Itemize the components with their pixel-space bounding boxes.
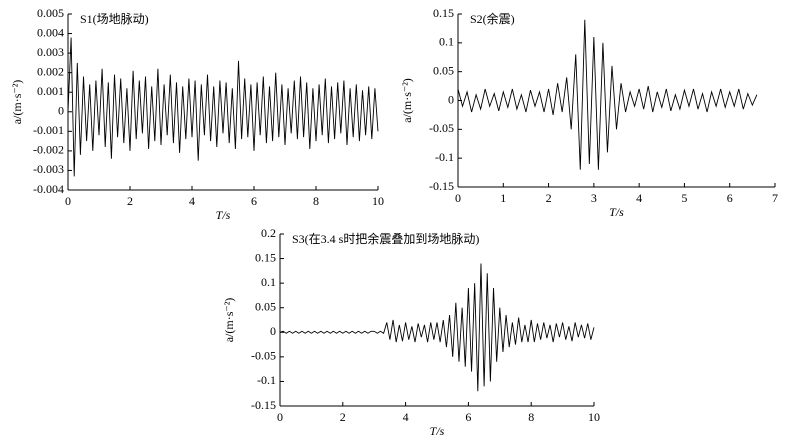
y-axis-label: a/(m·s⁻²) <box>10 80 24 125</box>
y-tick-label: -0.003 <box>33 162 64 176</box>
x-tick-label: 6 <box>465 410 471 424</box>
y-tick-label: 0 <box>58 104 64 118</box>
x-tick-label: 10 <box>588 410 600 424</box>
x-tick-label: 6 <box>727 191 733 205</box>
x-tick-label: 6 <box>251 194 257 208</box>
x-tick-label: 8 <box>528 410 534 424</box>
y-tick-label: -0.15 <box>429 179 454 193</box>
y-tick-label: -0.1 <box>257 373 276 387</box>
x-tick-label: 3 <box>591 191 597 205</box>
y-tick-label: -0.001 <box>33 123 64 137</box>
y-tick-label: 0.1 <box>261 275 276 289</box>
y-tick-label: -0.004 <box>33 182 64 196</box>
x-tick-label: 7 <box>772 191 778 205</box>
y-tick-label: 0.05 <box>255 299 276 313</box>
y-tick-label: -0.05 <box>429 121 454 135</box>
y-tick-label: 0.15 <box>433 6 454 20</box>
x-tick-label: 5 <box>681 191 687 205</box>
signal-line <box>457 19 758 170</box>
x-tick-label: 0 <box>455 191 461 205</box>
x-tick-label: 10 <box>372 194 384 208</box>
signal-line <box>279 263 595 392</box>
x-tick-label: 2 <box>546 191 552 205</box>
y-axis-label: a/(m·s⁻²) <box>222 298 236 343</box>
chart-title: S2(余震) <box>470 11 515 26</box>
x-tick-label: 0 <box>277 410 283 424</box>
y-tick-label: -0.1 <box>435 150 454 164</box>
chart-title: S1(场地脉动) <box>80 11 149 26</box>
signal-line <box>67 37 379 177</box>
y-tick-label: 0.002 <box>37 64 64 78</box>
y-tick-label: -0.002 <box>33 143 64 157</box>
y-tick-label: 0.005 <box>37 6 64 20</box>
y-tick-label: 0.1 <box>439 35 454 49</box>
x-tick-label: 2 <box>127 194 133 208</box>
x-tick-label: 4 <box>189 194 195 208</box>
y-tick-label: 0.004 <box>37 25 64 39</box>
x-tick-label: 1 <box>500 191 506 205</box>
x-axis-label: T/s <box>216 208 231 222</box>
x-tick-label: 0 <box>65 194 71 208</box>
y-tick-label: -0.15 <box>251 398 276 412</box>
y-tick-label: 0.003 <box>37 45 64 59</box>
y-tick-label: -0.05 <box>251 349 276 363</box>
y-tick-label: 0.2 <box>261 226 276 240</box>
y-tick-label: 0.15 <box>255 250 276 264</box>
y-tick-label: 0 <box>448 92 454 106</box>
y-tick-label: 0 <box>270 324 276 338</box>
y-tick-label: 0.001 <box>37 84 64 98</box>
x-axis-label: T/s <box>609 205 624 219</box>
x-tick-label: 2 <box>340 410 346 424</box>
x-tick-label: 8 <box>313 194 319 208</box>
chart-title: S3(在3.4 s时把余震叠加到场地脉动) <box>292 231 479 246</box>
y-tick-label: 0.05 <box>433 63 454 77</box>
x-tick-label: 4 <box>636 191 642 205</box>
y-axis-label: a/(m·s⁻²) <box>400 78 414 123</box>
x-axis-label: T/s <box>430 424 445 438</box>
x-tick-label: 4 <box>403 410 409 424</box>
